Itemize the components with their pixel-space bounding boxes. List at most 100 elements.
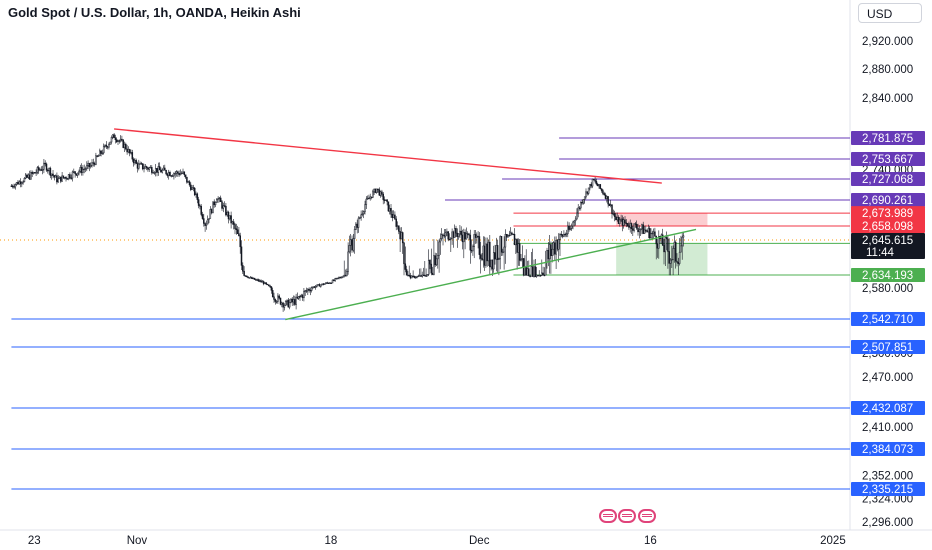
candle-body bbox=[528, 268, 530, 277]
candle-body bbox=[49, 168, 52, 176]
candle-body bbox=[534, 266, 537, 277]
candle-body bbox=[15, 182, 18, 185]
candle-body bbox=[225, 205, 227, 216]
candle-body bbox=[27, 174, 30, 178]
us-flag-event-icon[interactable] bbox=[599, 509, 617, 523]
candle-body bbox=[591, 178, 594, 187]
candle-body bbox=[663, 245, 665, 253]
candle-body bbox=[612, 213, 615, 215]
candle-body bbox=[508, 235, 511, 237]
candle-body bbox=[609, 204, 612, 206]
us-flag-event-icon[interactable] bbox=[618, 509, 637, 523]
candle-body bbox=[596, 183, 599, 187]
candle-body bbox=[307, 288, 309, 292]
candle-body bbox=[165, 170, 167, 175]
candle-body bbox=[359, 217, 361, 219]
candle-body bbox=[583, 196, 586, 200]
candle-body bbox=[411, 275, 413, 279]
candle-body bbox=[443, 235, 446, 237]
candle-body bbox=[404, 263, 407, 270]
candle-body bbox=[628, 225, 630, 228]
candle-body bbox=[504, 233, 507, 248]
candle-body bbox=[317, 284, 319, 286]
candle-body bbox=[669, 259, 672, 264]
candle-body bbox=[676, 260, 678, 263]
candle-body bbox=[101, 152, 104, 154]
candle-body bbox=[495, 245, 498, 260]
candle-body bbox=[470, 249, 473, 252]
candle-body bbox=[654, 231, 656, 237]
candle-body bbox=[234, 224, 236, 229]
candle-body bbox=[671, 259, 673, 261]
candle-body bbox=[205, 223, 208, 226]
candle-body bbox=[320, 284, 322, 287]
candle-body bbox=[650, 233, 652, 239]
candle-body bbox=[398, 225, 400, 232]
candle-body bbox=[652, 231, 655, 234]
candle-body bbox=[84, 168, 87, 170]
candle-body bbox=[422, 274, 425, 277]
candle-body bbox=[563, 233, 565, 237]
candle-body bbox=[125, 143, 127, 150]
zone-0 bbox=[616, 213, 708, 226]
candle-body bbox=[442, 234, 444, 236]
level-badge-label: 2,384.073 bbox=[862, 444, 913, 456]
candle-body bbox=[368, 197, 370, 200]
candle-body bbox=[279, 297, 282, 305]
candle-body bbox=[658, 235, 660, 249]
candle-body bbox=[264, 282, 266, 285]
candle-body bbox=[680, 245, 682, 253]
candle-body bbox=[630, 223, 633, 229]
candle-body bbox=[196, 193, 199, 200]
candle-body bbox=[30, 172, 32, 180]
candle-body bbox=[477, 235, 479, 238]
level-badge-label: 2,542.710 bbox=[862, 314, 913, 326]
level-badge-label: 2,727.068 bbox=[862, 174, 913, 186]
x-tick-label: 2025 bbox=[820, 535, 846, 547]
candle-body bbox=[561, 234, 564, 237]
candle-body bbox=[399, 231, 401, 240]
candle-body bbox=[611, 204, 613, 215]
candle-body bbox=[370, 196, 373, 198]
candle-body bbox=[40, 169, 43, 171]
candle-body bbox=[213, 201, 215, 206]
candle-body bbox=[590, 184, 592, 187]
candle-body bbox=[602, 190, 604, 194]
candle-body bbox=[204, 223, 206, 226]
candle-body bbox=[17, 182, 19, 185]
last-price-label: 2,645.615 bbox=[862, 235, 913, 247]
candle-body bbox=[199, 205, 201, 207]
candle-body bbox=[498, 258, 500, 260]
candle-body bbox=[606, 196, 608, 199]
candle-body bbox=[206, 219, 209, 225]
candle-body bbox=[57, 178, 59, 183]
candle-body bbox=[538, 275, 540, 277]
candle-body bbox=[154, 168, 157, 173]
candle-body bbox=[634, 223, 637, 225]
candle-body bbox=[282, 302, 284, 308]
candle-body bbox=[557, 239, 560, 250]
currency-selector[interactable]: USD bbox=[858, 3, 922, 23]
candle-body bbox=[418, 275, 421, 277]
candle-body bbox=[521, 258, 524, 260]
level-badge-label: 2,335.215 bbox=[862, 484, 913, 496]
candle-body bbox=[340, 277, 343, 279]
candle-body bbox=[256, 279, 258, 281]
candle-body bbox=[494, 252, 496, 260]
candle-body bbox=[412, 275, 414, 277]
candle-body bbox=[222, 205, 225, 209]
level-badge-label: 2,673.989 bbox=[862, 208, 913, 220]
candle-body bbox=[466, 233, 469, 235]
candle-body bbox=[621, 218, 624, 226]
candle-body bbox=[633, 223, 635, 231]
candle-body bbox=[353, 229, 356, 239]
candle-body bbox=[153, 172, 156, 174]
candle-body bbox=[19, 181, 22, 185]
candle-body bbox=[277, 295, 279, 302]
candle-body bbox=[218, 197, 221, 200]
economic-events-icons[interactable] bbox=[599, 509, 656, 528]
us-flag-event-icon[interactable] bbox=[637, 509, 656, 523]
candle-body bbox=[574, 218, 577, 222]
x-tick-label: Dec bbox=[469, 535, 490, 547]
